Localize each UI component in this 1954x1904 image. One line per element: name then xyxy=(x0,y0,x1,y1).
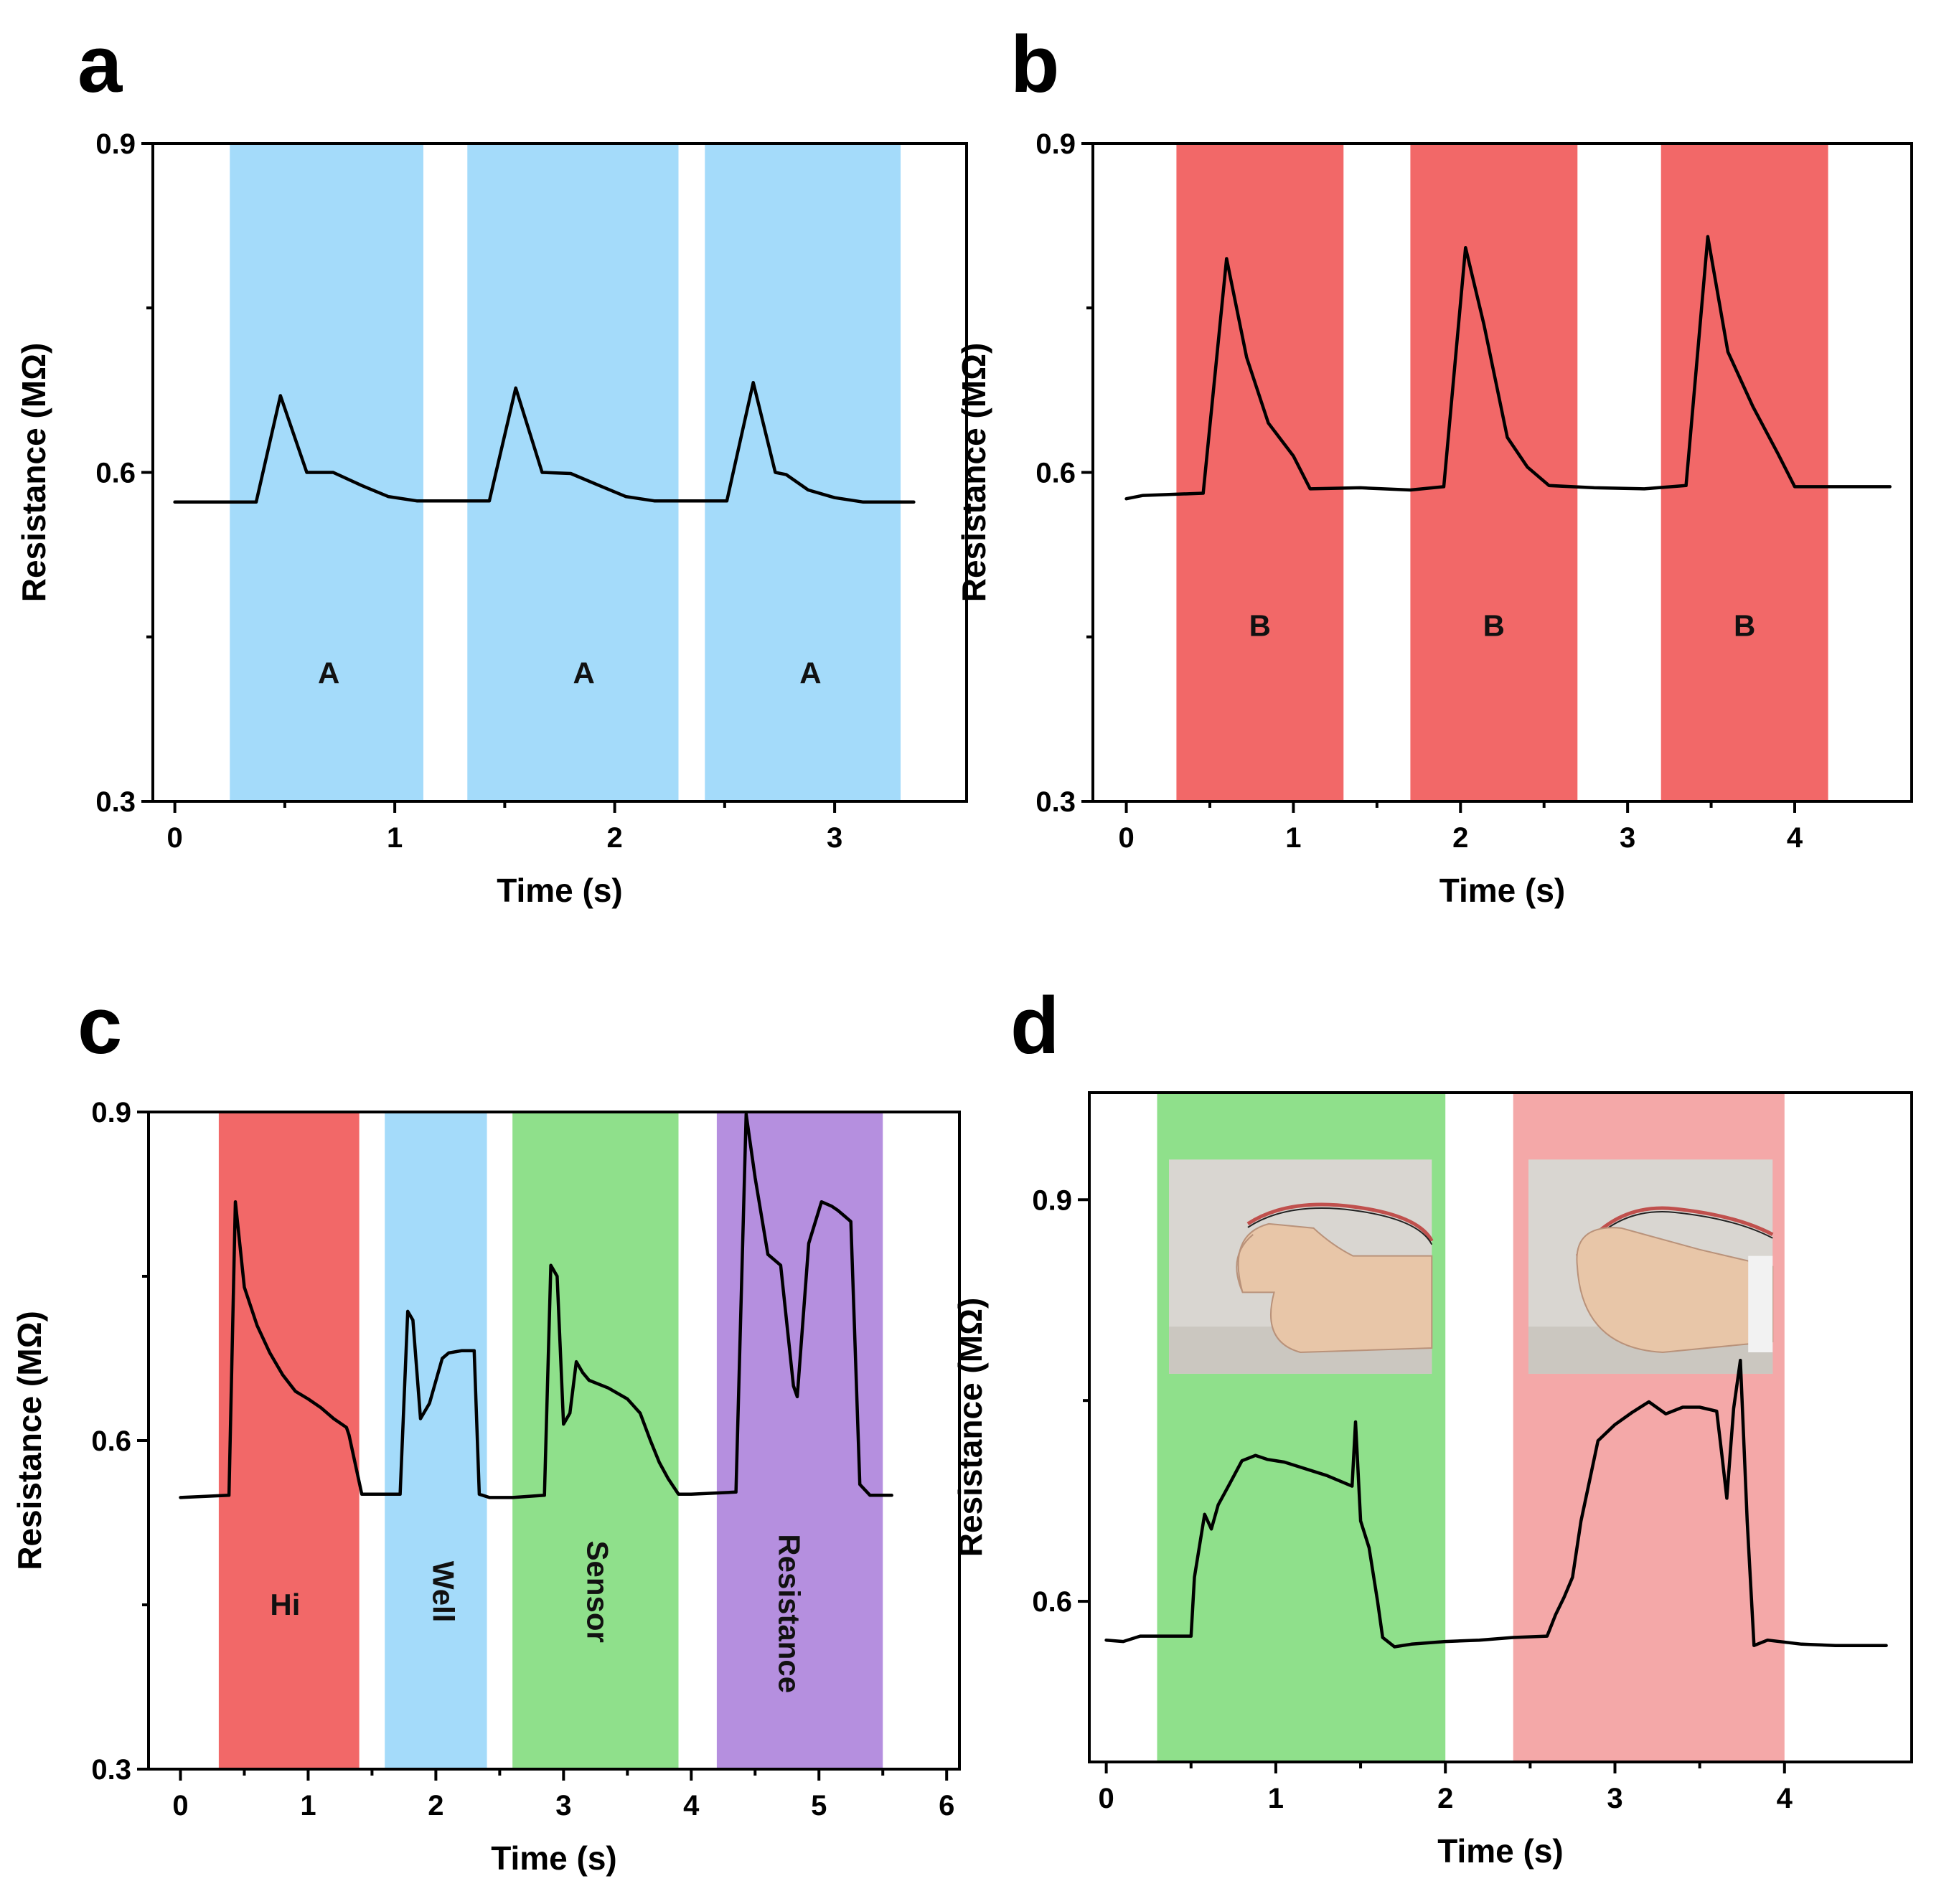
panel-letter-a: a xyxy=(77,19,123,109)
y-tick-label-a-0.9: 0.9 xyxy=(95,128,136,160)
panel-a: A A A 0 1 2 3 0.3 0.6 0.9 Time (s) Resistance (MΩ) xyxy=(15,128,968,909)
panel-letter-c: c xyxy=(77,981,122,1070)
y-axis-title-a: Resistance (MΩ) xyxy=(15,343,52,603)
x-tick-label-c-5: 5 xyxy=(811,1790,827,1821)
series-line-b xyxy=(1124,235,1892,501)
x-axis-title-d: Time (s) xyxy=(1437,1832,1564,1870)
hand-photo-bend-hand xyxy=(1237,1222,1433,1354)
y-tick-label-c-0.6: 0.6 xyxy=(91,1425,131,1457)
x-tick-label-c-2: 2 xyxy=(428,1790,443,1821)
band-label-b-3: B xyxy=(1734,609,1755,643)
panel-b: B B B 0 1 2 3 4 0.3 0.6 0.9 Time (s) Resistance (MΩ) xyxy=(955,128,1913,909)
hand-photo-bend xyxy=(1169,1159,1434,1374)
y-tick-label-b-0.3: 0.3 xyxy=(1035,786,1076,818)
band-label-c-2: Well xyxy=(426,1561,460,1623)
band-label-c-4: Resistance xyxy=(773,1534,807,1693)
y-tick-label-d-0.6: 0.6 xyxy=(1032,1586,1072,1618)
y-tick-label-c-0.9: 0.9 xyxy=(91,1097,131,1128)
series-line-d xyxy=(1104,1358,1888,1649)
band-a-3 xyxy=(705,143,901,801)
x-tick-label-a-2: 2 xyxy=(606,822,622,854)
panel-letter-b: b xyxy=(1010,19,1059,109)
x-tick-label-d-2: 2 xyxy=(1437,1783,1453,1814)
y-tick-label-a-0.3: 0.3 xyxy=(95,786,136,818)
x-tick-label-c-3: 3 xyxy=(555,1790,571,1821)
band-label-a-3: A xyxy=(799,656,821,689)
band-b-3 xyxy=(1661,143,1828,801)
y-tick-label-b-0.9: 0.9 xyxy=(1035,128,1076,160)
y-tick-label-a-0.6: 0.6 xyxy=(95,458,136,489)
panel-d: 0 1 2 3 4 0.6 0.9 Time (s) Resistance (MΩ) xyxy=(952,1091,1913,1870)
plot-frame-d xyxy=(1088,1091,1913,1763)
hand-photo-bend-wire-dark xyxy=(1247,1207,1433,1245)
hand-photo-bend-wire xyxy=(1246,1202,1434,1242)
x-tick-label-b-1: 1 xyxy=(1285,822,1301,854)
y-axis-title-b: Resistance (MΩ) xyxy=(955,343,992,603)
hand-photo-fist xyxy=(1528,1159,1774,1374)
y-tick-label-c-0.3: 0.3 xyxy=(91,1754,131,1786)
band-label-a-1: A xyxy=(318,656,339,689)
series-line-c xyxy=(179,1112,893,1499)
y-axis-title-d: Resistance (MΩ) xyxy=(952,1298,989,1557)
band-label-c-1: Hi xyxy=(270,1588,300,1621)
x-tick-label-c-4: 4 xyxy=(683,1790,700,1821)
x-tick-label-b-4: 4 xyxy=(1787,822,1803,854)
hand-photo-bend-finger xyxy=(1236,1234,1254,1293)
x-tick-label-d-4: 4 xyxy=(1777,1783,1793,1814)
panel-c: Hi Well Sensor Resistance 0 1 2 3 4 5 6 0.3 0.6 0.9 Ti… xyxy=(11,1097,961,1877)
band-b-1 xyxy=(1176,143,1344,801)
y-axis-title-c: Resistance (MΩ) xyxy=(11,1311,48,1570)
x-tick-label-a-1: 1 xyxy=(387,822,403,854)
x-tick-label-d-0: 0 xyxy=(1099,1783,1114,1814)
x-tick-label-b-0: 0 xyxy=(1118,822,1134,854)
band-b-2 xyxy=(1410,143,1578,801)
y-tick-label-d-0.9: 0.9 xyxy=(1032,1184,1072,1216)
band-label-b-2: B xyxy=(1483,609,1505,643)
panel-letter-d: d xyxy=(1010,981,1059,1070)
x-tick-label-a-3: 3 xyxy=(827,822,842,854)
x-tick-label-c-6: 6 xyxy=(939,1790,954,1821)
series-line-a xyxy=(173,380,916,504)
band-c-1 xyxy=(218,1112,360,1769)
x-tick-label-d-3: 3 xyxy=(1607,1783,1622,1814)
band-a-2 xyxy=(467,143,679,801)
x-tick-label-a-0: 0 xyxy=(167,822,183,854)
x-tick-label-c-0: 0 xyxy=(172,1790,188,1821)
x-tick-label-b-2: 2 xyxy=(1452,822,1468,854)
hand-photo-fist-fist xyxy=(1576,1227,1774,1354)
x-axis-title-c: Time (s) xyxy=(491,1839,617,1877)
band-label-c-3: Sensor xyxy=(581,1540,615,1642)
x-tick-label-b-3: 3 xyxy=(1620,822,1635,854)
band-c-3 xyxy=(512,1112,679,1769)
band-label-b-1: B xyxy=(1249,609,1271,643)
x-axis-title-b: Time (s) xyxy=(1439,872,1566,909)
x-tick-label-c-1: 1 xyxy=(300,1790,316,1821)
y-tick-label-b-0.6: 0.6 xyxy=(1035,458,1076,489)
x-axis-title-a: Time (s) xyxy=(497,872,623,909)
hand-photo-fist-sleeve xyxy=(1748,1255,1773,1353)
x-tick-label-d-1: 1 xyxy=(1268,1783,1284,1814)
band-label-a-2: A xyxy=(573,656,595,689)
band-c-2 xyxy=(385,1112,487,1769)
